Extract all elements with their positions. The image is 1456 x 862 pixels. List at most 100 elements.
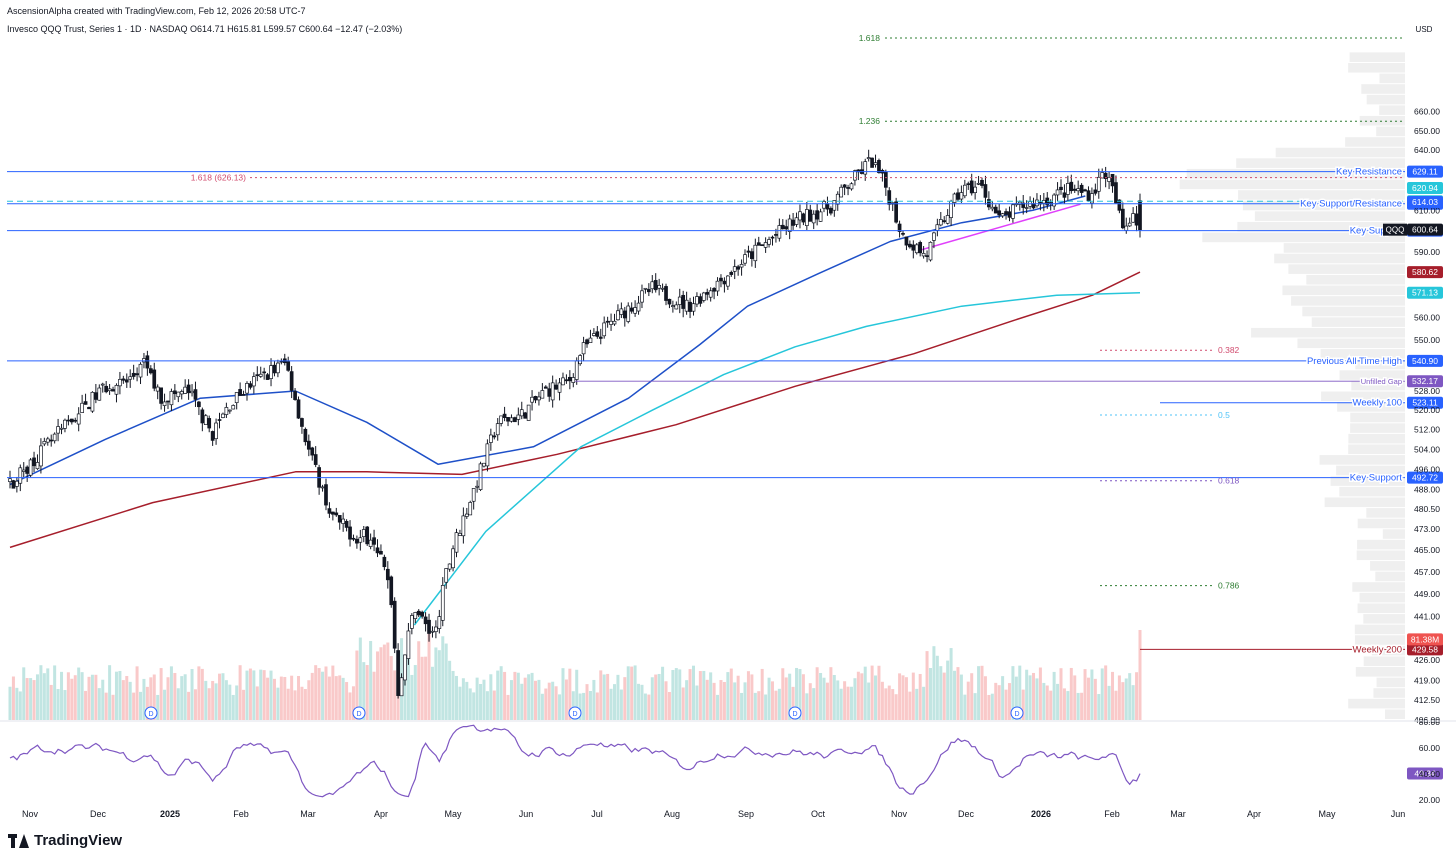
volume-bar	[183, 674, 187, 720]
volume-bar	[1049, 690, 1053, 720]
dividend-marker[interactable]	[788, 706, 802, 720]
volume-bar	[142, 678, 146, 720]
volume-bar	[595, 692, 599, 720]
volume-bar	[609, 688, 613, 720]
candle-body	[241, 394, 246, 396]
candle-body	[729, 272, 734, 275]
volume-bar	[427, 631, 431, 720]
candle-body	[341, 518, 346, 524]
volume-bar	[963, 694, 967, 720]
trendline	[920, 203, 1081, 251]
volume-bar	[633, 665, 637, 720]
candle-body	[849, 183, 854, 190]
volume-bar	[255, 686, 259, 720]
month-tick-label: Dec	[958, 809, 975, 819]
candle-body	[221, 413, 225, 418]
tradingview-footer[interactable]: TradingView	[8, 832, 122, 849]
candle-body	[166, 400, 170, 403]
volume-profile-bar	[1238, 190, 1405, 200]
volume-bar	[534, 680, 538, 720]
price-tick-label: 473.00	[1414, 524, 1440, 534]
volume-bar	[657, 673, 661, 720]
dividend-marker-text: D	[1014, 711, 1019, 718]
volume-bar	[345, 682, 349, 720]
dividend-marker[interactable]	[1010, 706, 1024, 720]
candle-body	[513, 417, 517, 423]
candle-body	[173, 390, 177, 395]
candle-body	[265, 374, 270, 380]
candle-body	[646, 289, 651, 293]
volume-bar	[856, 671, 860, 720]
candle-body	[567, 376, 572, 382]
month-tick-label: Mar	[1170, 809, 1186, 819]
candle-body	[56, 426, 60, 434]
volume-bar	[836, 680, 840, 720]
volume-bar	[283, 676, 287, 720]
candle-body	[21, 469, 26, 472]
volume-bar	[935, 655, 939, 720]
ticker-badge	[1383, 223, 1407, 236]
volume-bar	[492, 690, 496, 720]
volume-bar	[503, 671, 507, 720]
volume-bar	[156, 694, 160, 720]
volume-bar	[554, 686, 558, 720]
candle-body	[66, 419, 71, 422]
dividend-marker[interactable]	[352, 706, 366, 720]
volume-bar	[733, 682, 737, 720]
candle-body	[1021, 202, 1026, 208]
volume-bar	[585, 684, 589, 720]
dividend-marker[interactable]	[568, 706, 582, 720]
candle-body	[863, 161, 868, 175]
volume-bar	[877, 665, 881, 720]
volume-bar	[764, 694, 768, 720]
volume-bar	[8, 686, 12, 720]
volume-bar	[279, 676, 283, 720]
candle-body	[918, 242, 923, 254]
volume-bar	[887, 685, 891, 720]
volume-bar	[1007, 683, 1011, 720]
price-tick-label: 465.00	[1414, 545, 1440, 555]
volume-bar	[1011, 666, 1015, 720]
volume-bar	[444, 643, 448, 720]
volume-bar	[1001, 676, 1005, 720]
candle-body	[829, 208, 833, 214]
volume-bar	[235, 685, 239, 720]
price-tick-label: 449.00	[1414, 589, 1440, 599]
volume-profile-bar	[1291, 296, 1405, 306]
candle-body	[320, 486, 325, 489]
price-tick-label: 590.00	[1414, 247, 1440, 257]
volume-bar	[496, 670, 500, 720]
volume-bar	[994, 682, 998, 720]
candle-body	[619, 308, 624, 315]
candle-body	[306, 440, 311, 450]
candle-body	[148, 368, 153, 374]
volume-bar	[334, 676, 338, 720]
volume-bar	[1111, 671, 1115, 720]
candle-body	[629, 307, 634, 312]
volume-bar	[946, 660, 950, 720]
fib-label: 0.5	[1218, 410, 1230, 420]
rsi-tick-label: 20.00	[1419, 795, 1441, 805]
dividend-marker-text: D	[148, 711, 153, 718]
candle-body	[822, 201, 826, 209]
volume-profile-bar	[1311, 317, 1405, 327]
candle-body	[403, 654, 407, 681]
candle-body	[210, 431, 215, 441]
candle-body	[324, 484, 328, 506]
candle-body	[1000, 213, 1005, 217]
volume-bar	[1025, 669, 1029, 720]
volume-bar	[966, 681, 970, 720]
candle-body	[1120, 208, 1125, 229]
volume-bar	[228, 684, 232, 720]
dividend-marker[interactable]	[144, 706, 158, 720]
candle-body	[252, 376, 256, 387]
candle-body	[365, 526, 370, 545]
symbol-legend[interactable]: Invesco QQQ Trust, Series 1 · 1D · NASDA…	[7, 24, 403, 34]
volume-bar	[915, 688, 919, 720]
candle-body	[506, 417, 510, 422]
price-tag-text: 614.03	[1412, 197, 1438, 207]
volume-bar	[60, 671, 64, 720]
volume-profile-bar	[1283, 243, 1405, 253]
candle-body	[791, 219, 795, 226]
